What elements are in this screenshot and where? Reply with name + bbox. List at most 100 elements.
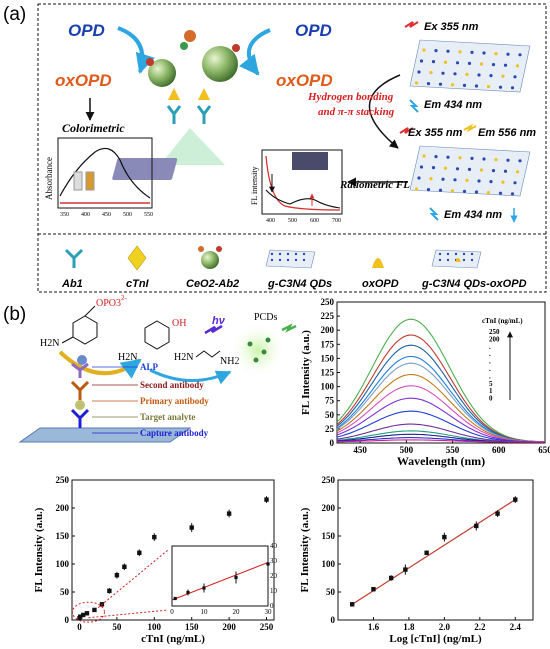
- x-tick-label: 550: [446, 445, 460, 455]
- qd-atom: [429, 71, 433, 75]
- qd-atom: [465, 178, 469, 182]
- aminophenol-ring: [144, 320, 170, 350]
- x-tick-label: 500: [400, 445, 414, 455]
- qd-atom: [441, 177, 445, 181]
- emission-bolt-yellow: [463, 123, 477, 133]
- qd-atom: [453, 178, 457, 182]
- qd-atom: [467, 61, 472, 65]
- absorbance-plot-frame: [57, 137, 153, 209]
- legend-ab1-label: Ab1: [61, 278, 83, 290]
- y-tick-label: 50: [326, 587, 336, 597]
- qd-atom: [431, 60, 436, 64]
- legend-entry: .: [489, 343, 491, 351]
- x-tick-label: 650: [538, 445, 550, 455]
- qd-atom: [486, 85, 491, 89]
- qd-atom: [506, 158, 510, 162]
- data-point: [388, 575, 394, 581]
- legend-qds-oxopd-label: g-C3N4 QDs-oxOPD: [421, 278, 527, 290]
- qd-atom: [446, 49, 450, 53]
- inset-data-point: [266, 562, 270, 566]
- ab1-antibody-icon: [166, 105, 182, 124]
- y-tick-label: 200: [56, 503, 70, 513]
- data-point: [78, 614, 83, 619]
- legend-oxopd-label: oxOPD: [362, 278, 399, 290]
- inset-y-tick-label: 10: [270, 587, 278, 595]
- qd-atom: [438, 258, 442, 262]
- y-tick-label: 125: [321, 368, 335, 378]
- qd-atom: [498, 85, 503, 89]
- qd-atom: [470, 50, 474, 55]
- opd-right-label: OPD: [295, 21, 332, 40]
- y-tick-label: 150: [322, 531, 336, 541]
- x-axis-label: Wavelength (nm): [397, 454, 485, 468]
- legend-oxopd-icon: [372, 258, 384, 268]
- inset-y-tick-label: 20: [270, 572, 278, 580]
- qd-atom: [501, 180, 505, 184]
- qd-atom: [438, 82, 443, 86]
- x-tick-label: 2.2: [474, 622, 486, 632]
- h2n-label-1: H2N: [40, 338, 59, 349]
- gc3n4-sheet-1: [409, 39, 531, 93]
- y-tick-label: 200: [322, 503, 336, 513]
- y-tick-label: 150: [56, 531, 70, 541]
- legend-ceo2-label: CeO2-Ab2: [186, 278, 239, 290]
- panel-a: (a) OPD OPD oxOPD oxOPD Colorimetric Abs…: [3, 3, 547, 293]
- panel-b-schematic: (b) OPO3 2- H2N OH H2N H2N NH2 hν PCDs: [3, 294, 297, 443]
- legend-entry: 250: [489, 328, 500, 336]
- qd-atom: [270, 258, 274, 262]
- fl-tick-label: 600: [310, 218, 319, 224]
- ceo2-particle-left: [148, 59, 176, 87]
- inset-data-point: [234, 575, 238, 580]
- x-tick-label: 250: [260, 622, 274, 632]
- qd-atom: [479, 62, 484, 66]
- qd-atom: [479, 168, 484, 172]
- data-point: [442, 534, 447, 540]
- fl-tick-label: 500: [288, 218, 297, 224]
- data-point: [513, 497, 518, 502]
- qd-atom: [494, 158, 498, 162]
- pi-stacking-label: and π-π stacking: [318, 106, 395, 118]
- spectrum-line: [336, 318, 546, 443]
- h2n-label-2: H2N: [118, 352, 137, 363]
- inset-data-point: [202, 586, 206, 590]
- ab2-cluster: [184, 30, 196, 42]
- alp-enzyme-icon: [77, 355, 87, 365]
- qd-atom: [419, 59, 424, 63]
- pcd-formation-arrow: [149, 368, 232, 385]
- x-tick-label: 2.4: [510, 622, 522, 632]
- opd-right-arrow: [238, 28, 271, 76]
- y-tick-label: 200: [321, 325, 335, 335]
- qd-atom: [498, 191, 503, 195]
- qd-atom: [503, 63, 508, 67]
- x-axis-label: Log [cTnI] (ng/mL): [389, 633, 482, 645]
- inset-data-point: [186, 590, 190, 595]
- vial-photo: [292, 152, 328, 170]
- inset-data-point: [173, 596, 177, 601]
- y-tick-label: 225: [321, 311, 335, 321]
- data-point: [122, 564, 127, 569]
- qd-atom: [443, 166, 448, 170]
- inset-frame: [171, 545, 269, 607]
- spectra-chart: 450 500 550 600 6500255075100125150175200225…: [300, 297, 550, 468]
- y-axis-label: FL Intensity (a.u.): [300, 330, 312, 415]
- opo3-charge: 2-: [121, 294, 128, 302]
- legend-oxopd-mini: [455, 258, 461, 262]
- qd-atom: [462, 189, 467, 193]
- qd-atom: [422, 48, 426, 52]
- inset-x-tick-label: 30: [265, 608, 273, 616]
- absorbance-ticks: 350 400 450 500 550: [60, 212, 153, 218]
- inset-x-tick-label: 0: [170, 608, 174, 616]
- x-tick-label: 1.8: [403, 622, 415, 632]
- inset-y-tick-label: 0: [270, 602, 274, 610]
- capture-antibody-icon: [70, 408, 90, 428]
- fl-intensity-axis-label: FL intensity: [250, 166, 259, 205]
- layer-label: ALP: [140, 362, 159, 372]
- qd-atom: [443, 60, 448, 64]
- absorbance-tick-label: 550: [144, 212, 153, 218]
- pcds-label: PCDs: [254, 312, 277, 323]
- plot-frame: [71, 479, 275, 621]
- y-tick-label: 50: [325, 410, 335, 420]
- legend-entry: 0: [489, 395, 493, 403]
- qd-atom: [491, 169, 496, 173]
- fl-ticks: 400 500 600 700: [266, 218, 341, 224]
